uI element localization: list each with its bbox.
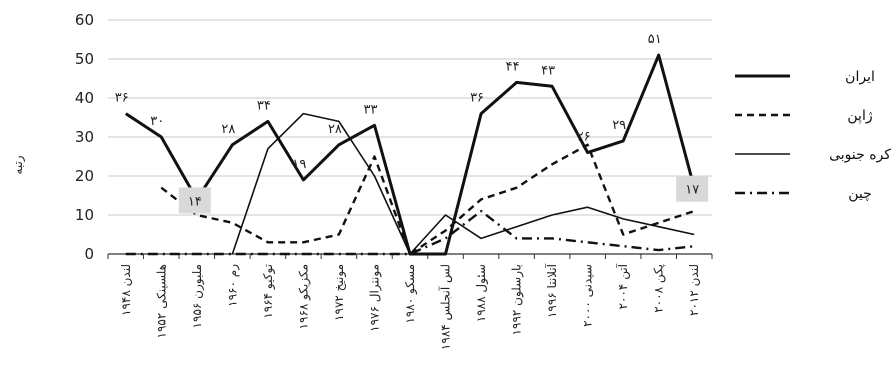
y-axis-label: رتبه: [11, 155, 26, 174]
data-label: ۳۶: [115, 91, 129, 106]
y-tick-label: 50: [75, 50, 94, 68]
data-label: ۵۱: [648, 32, 662, 47]
x-tick-label: مونیخ ۱۹۷۲: [332, 264, 347, 321]
x-tick-label: مونترال ۱۹۷۶: [367, 264, 382, 332]
y-tick-labels: 0 10 20 30 40 50 60: [75, 11, 94, 263]
x-tick-label: بارسلون ۱۹۹۲: [510, 264, 525, 335]
legend-label-0: ایران: [845, 69, 875, 85]
series-line-0: [124, 53, 696, 256]
data-labels: ۳۶ ۳۰ ۱۴ ۲۸ ۳۴ ۱۹ ۲۸ ۳۳ ۳۶ ۴۴ ۴۳ ۲۶ ۲۹ ۵۱ ۱۷: [115, 32, 709, 214]
x-tick-label: آتلانتا ۱۹۹۶: [544, 263, 559, 318]
y-tick-label: 60: [75, 11, 94, 29]
legend-label-2: کره جنوبی: [829, 147, 891, 163]
data-label: ۴۳: [541, 63, 555, 78]
data-label: ۳۶: [470, 91, 484, 106]
data-label: ۱۷: [685, 183, 699, 198]
y-tick-label: 40: [75, 89, 94, 107]
y-tick-label: 0: [84, 245, 94, 263]
legend: ایران ژاپن کره جنوبی چین: [735, 69, 891, 202]
data-label: ۴۴: [506, 59, 520, 74]
data-label: ۳۴: [257, 98, 271, 113]
x-tick-label: سئول ۱۹۸۸: [474, 264, 489, 322]
x-tick-label: آتن ۲۰۰۴: [615, 263, 631, 309]
x-tick-labels: لندن ۱۹۴۸ هلسینکی ۱۹۵۲ ملبورن ۱۹۵۶ رم ۱۹۶۰ ت…: [119, 263, 701, 350]
data-label-box: [676, 175, 709, 202]
x-tick-label: مسکو ۱۹۸۰: [403, 264, 418, 324]
data-label: ۲۸: [221, 122, 235, 137]
series-line-2: [231, 112, 695, 255]
data-label: ۲۶: [577, 130, 591, 145]
x-tick-label: توکیو ۱۹۶۴: [261, 264, 276, 319]
x-tick-label: پکن ۲۰۰۸: [652, 264, 667, 313]
series-line-3: [125, 209, 695, 256]
x-tick-label: مکزیکو ۱۹۶۸: [296, 264, 311, 329]
x-tick-label: هلسینکی ۱۹۵۲: [154, 264, 168, 338]
x-tick-label: لندن ۱۹۴۸: [119, 264, 133, 316]
series-line-1: [160, 143, 695, 256]
y-tick-label: 20: [75, 167, 94, 185]
x-tick-label: سیدنی ۲۰۰۰: [581, 264, 595, 327]
legend-label-1: ژاپن: [847, 108, 872, 124]
x-tick-label: رم ۱۹۶۰: [225, 264, 240, 307]
data-label: ۱۴: [188, 194, 202, 209]
x-tick-label: ملبورن ۱۹۵۶: [190, 264, 205, 328]
series-lines: [124, 53, 696, 256]
data-label: ۳۳: [363, 102, 377, 117]
x-tick-label: لندن ۲۰۱۲: [687, 264, 701, 316]
data-label: ۳۰: [150, 114, 164, 129]
data-label: ۲۹: [612, 118, 626, 133]
data-label: ۲۸: [328, 122, 342, 137]
y-tick-label: 10: [75, 206, 94, 224]
data-label-box: [178, 187, 211, 214]
data-label: ۱۹: [292, 157, 306, 172]
x-tick-label: لس آنجلس ۱۹۸۴: [438, 264, 454, 350]
y-tick-label: 30: [75, 128, 94, 146]
legend-label-3: چین: [848, 186, 872, 202]
